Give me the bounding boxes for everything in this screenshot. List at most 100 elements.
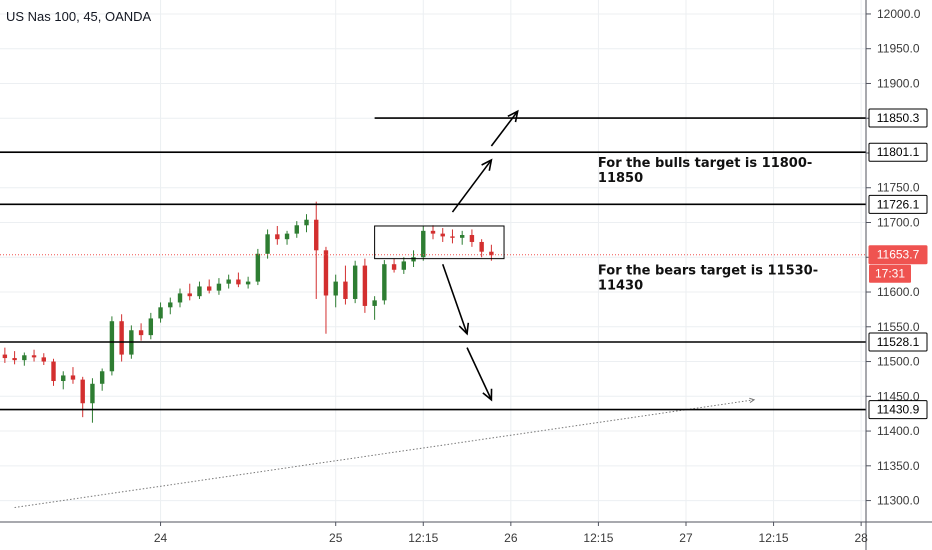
level-price-tag-label: 11726.1 bbox=[877, 197, 920, 211]
y-tick-label: 11750.0 bbox=[877, 181, 920, 195]
candle-body bbox=[216, 283, 222, 291]
level-price-tag-label: 11430.9 bbox=[877, 403, 920, 417]
level-price-tag-bg bbox=[868, 142, 928, 162]
level-price-tag-label: 11801.1 bbox=[877, 145, 920, 159]
range-box-rect bbox=[374, 225, 505, 260]
candle-body bbox=[119, 321, 124, 355]
time-axis-bg bbox=[0, 522, 932, 550]
annotations: For the bulls target is 11800-11850 For t… bbox=[598, 156, 818, 294]
level-price-tag-bg bbox=[868, 194, 928, 214]
candle-body bbox=[51, 361, 56, 382]
range-box bbox=[374, 225, 505, 260]
y-tick-label: 11550.0 bbox=[877, 320, 920, 334]
y-tick-label: 11500.0 bbox=[877, 355, 920, 369]
level-price-tag-bg bbox=[868, 400, 928, 420]
candle-body bbox=[265, 234, 270, 254]
arrow-head bbox=[481, 158, 493, 171]
x-tick-label: 25 bbox=[329, 531, 343, 545]
y-tick-label: 11950.0 bbox=[877, 42, 920, 56]
candle-body bbox=[362, 265, 368, 306]
x-tick-label: 28 bbox=[854, 531, 868, 545]
horizontal-levels bbox=[0, 117, 866, 411]
arrow-head bbox=[507, 109, 519, 123]
annotation-text: For the bulls target is 11800- bbox=[598, 156, 812, 171]
candle-body bbox=[99, 371, 105, 384]
candle-body bbox=[489, 251, 494, 256]
candle-body bbox=[80, 379, 85, 404]
arrow-shaft bbox=[466, 347, 493, 401]
arrow-head bbox=[458, 322, 470, 336]
annotation-text: For the bears target is 11530- bbox=[598, 264, 818, 279]
y-tick-label: 12000.0 bbox=[877, 7, 921, 21]
candle-body bbox=[22, 355, 27, 361]
candle-body bbox=[382, 264, 387, 301]
candle-body bbox=[207, 286, 212, 291]
candle-body bbox=[294, 225, 299, 234]
last-price-tag-bg bbox=[868, 245, 928, 265]
candle-body bbox=[343, 281, 348, 299]
x-tick-label: 27 bbox=[679, 531, 693, 545]
candle-body bbox=[177, 293, 183, 303]
candle-body bbox=[31, 355, 37, 358]
candle-body bbox=[148, 318, 154, 336]
last-price-tag-label: 11653.7 bbox=[877, 248, 920, 262]
x-tick-label: 12:15 bbox=[408, 531, 438, 545]
candle-body bbox=[41, 357, 46, 362]
y-tick-label: 11400.0 bbox=[877, 424, 920, 438]
annotation-text: 11850 bbox=[598, 171, 643, 186]
candle-body bbox=[138, 330, 144, 336]
candle-body bbox=[2, 354, 8, 359]
candle-body bbox=[352, 265, 358, 299]
candle-body bbox=[469, 235, 475, 242]
x-tick-label: 12:15 bbox=[759, 531, 789, 545]
candle-body bbox=[255, 253, 261, 282]
countdown-tag-label: 17:31 bbox=[875, 267, 905, 281]
candles bbox=[2, 201, 494, 423]
candle-body bbox=[391, 264, 397, 270]
candle-body bbox=[421, 230, 426, 258]
candle-body bbox=[90, 383, 95, 404]
candle-body bbox=[236, 279, 241, 285]
level-price-tag-bg bbox=[868, 108, 928, 128]
candle-body bbox=[197, 286, 202, 297]
y-tick-label: 11300.0 bbox=[877, 494, 920, 508]
arrow-shaft bbox=[441, 263, 468, 334]
arrow-head bbox=[482, 388, 493, 402]
x-tick-label: 24 bbox=[154, 531, 168, 545]
candle-body bbox=[401, 261, 407, 270]
candle-body bbox=[226, 279, 231, 284]
candle-body bbox=[61, 375, 66, 382]
target-arrows bbox=[441, 109, 519, 402]
candle-body bbox=[333, 281, 338, 296]
arrow-shaft bbox=[451, 159, 493, 213]
y-tick-label: 11450.0 bbox=[877, 389, 920, 403]
candle-body bbox=[109, 321, 115, 372]
candle-body bbox=[459, 235, 465, 238]
candle-body bbox=[187, 293, 192, 297]
candle-body bbox=[479, 241, 484, 252]
level-price-tag-label: 11528.1 bbox=[877, 335, 920, 349]
candle-body bbox=[245, 281, 251, 285]
countdown-tag-bg bbox=[869, 264, 911, 283]
chart-title: US Nas 100, 45, OANDA bbox=[6, 9, 152, 24]
candle-body bbox=[440, 233, 445, 237]
candle-body bbox=[450, 236, 455, 238]
candle-body bbox=[411, 257, 416, 262]
level-price-tag-bg bbox=[868, 332, 928, 352]
candle-body bbox=[372, 300, 377, 306]
candle-body bbox=[70, 375, 76, 380]
trendline-arrowhead bbox=[749, 397, 756, 403]
grid bbox=[0, 0, 866, 522]
candle-body bbox=[12, 358, 17, 361]
candle-body bbox=[158, 307, 163, 319]
candle-body bbox=[314, 219, 319, 251]
candle-body bbox=[168, 302, 173, 308]
candle-body bbox=[430, 230, 436, 234]
y-tick-label: 11900.0 bbox=[877, 76, 920, 90]
candle-body bbox=[323, 250, 329, 296]
y-tick-label: 11700.0 bbox=[877, 216, 920, 230]
trendline bbox=[14, 397, 756, 509]
trendline-line bbox=[14, 399, 755, 509]
